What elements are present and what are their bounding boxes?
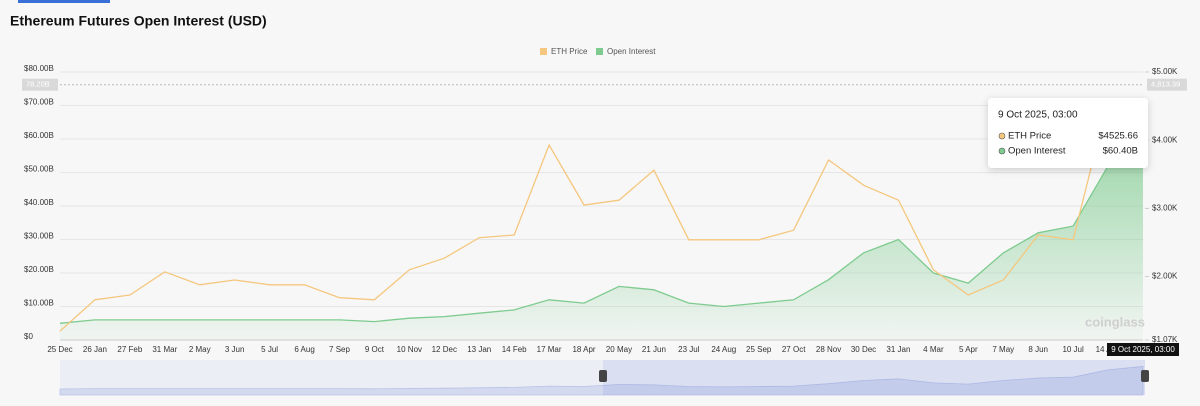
crosshair-y-label: 78.20B (26, 80, 50, 89)
crosshair-y-box (22, 78, 58, 91)
x-tick-label: 10 Nov (397, 345, 422, 354)
x-tick-label: 7 Sep (329, 345, 350, 354)
line (59, 137, 1144, 324)
legend-swatch (596, 48, 603, 55)
y-tick-label: $10.00B (24, 299, 54, 308)
x-tick-label: 21 Jun (642, 345, 666, 354)
x-tick-label: 18 Apr (572, 345, 595, 354)
y-tick-label: $70.00B (24, 98, 54, 107)
x-tick-label: 24 Aug (711, 345, 736, 354)
x-tick-label: 20 May (606, 345, 632, 354)
navigator-area (59, 366, 1144, 396)
tooltip-dot (998, 132, 1006, 140)
y2-tick-label: $3.00K (1152, 203, 1178, 212)
x-tick-label: 17 Mar (537, 345, 562, 354)
navigator-selection (603, 360, 1145, 395)
y-tick-label: $0 (24, 332, 33, 341)
tooltip-title: 9 Oct 2025, 03:00 (998, 110, 1078, 121)
tooltip-name: ETH Price (1008, 131, 1051, 142)
crosshair-y2-label: 4,813.39 (1151, 80, 1180, 89)
y-tick-label: $20.00B (24, 265, 54, 274)
legend-swatch (540, 48, 547, 55)
tooltip-name: Open Interest (1008, 146, 1066, 157)
tooltip-box (988, 98, 1148, 168)
x-tick-label: 5 Apr (959, 345, 978, 354)
x-tick-label: 25 Sep (746, 345, 772, 354)
x-tick-label: 14 Feb (502, 345, 527, 354)
legend-label: Open Interest (607, 47, 656, 56)
navigator-handle[interactable] (599, 370, 607, 382)
x-tick-label: 4 Mar (923, 345, 944, 354)
x-tick-label: 25 Dec (47, 345, 72, 354)
y2-tick-label: $5.00K (1152, 67, 1178, 76)
crosshair-x-label: 9 Oct 2025, 03:00 (1111, 345, 1175, 354)
watermark: coinglass (1085, 314, 1145, 329)
crosshair-y2-box (1147, 78, 1187, 91)
x-tick-label: 9 Oct (365, 345, 385, 354)
x-tick-label: 12 Dec (432, 345, 457, 354)
x-tick-label: 26 Jan (83, 345, 107, 354)
y-tick-label: $30.00B (24, 232, 54, 241)
x-tick-label: 3 Jun (225, 345, 245, 354)
area (60, 137, 1143, 340)
x-tick-label: 6 Aug (294, 345, 314, 354)
x-tick-label: 5 Jul (261, 345, 278, 354)
y-tick-label: $80.00B (24, 64, 54, 73)
line (59, 99, 1144, 332)
y2-tick-label: $1.07K (1152, 335, 1178, 344)
tooltip-value: $4525.66 (1098, 131, 1138, 142)
x-tick-label: 8 Jun (1028, 345, 1048, 354)
x-tick-label: 27 Oct (782, 345, 806, 354)
x-tick-label: 31 Mar (152, 345, 177, 354)
x-tick-label: 27 Feb (117, 345, 142, 354)
legend-label: ETH Price (551, 47, 588, 56)
x-tick-label: 13 Jan (467, 345, 491, 354)
x-tick-label: 28 Nov (816, 345, 841, 354)
tooltip-value: $60.40B (1103, 146, 1138, 157)
x-tick-label: 10 Jul (1062, 345, 1084, 354)
tooltip-dot (998, 147, 1006, 155)
y-tick-label: $60.00B (24, 131, 54, 140)
x-tick-label: 2 May (189, 345, 211, 354)
y-tick-label: $40.00B (24, 198, 54, 207)
x-tick-label: 31 Jan (886, 345, 910, 354)
tab-indicator (18, 0, 110, 3)
y2-tick-label: $4.00K (1152, 135, 1178, 144)
x-tick-label: 30 Dec (851, 345, 876, 354)
x-tick-label: 23 Jul (678, 345, 700, 354)
x-tick-label: 7 May (992, 345, 1014, 354)
y-tick-label: $50.00B (24, 165, 54, 174)
chart-title: Ethereum Futures Open Interest (USD) (10, 13, 267, 29)
navigator-handle[interactable] (1141, 370, 1149, 382)
crosshair-x-box (1107, 343, 1179, 356)
y2-tick-label: $2.00K (1152, 272, 1178, 281)
